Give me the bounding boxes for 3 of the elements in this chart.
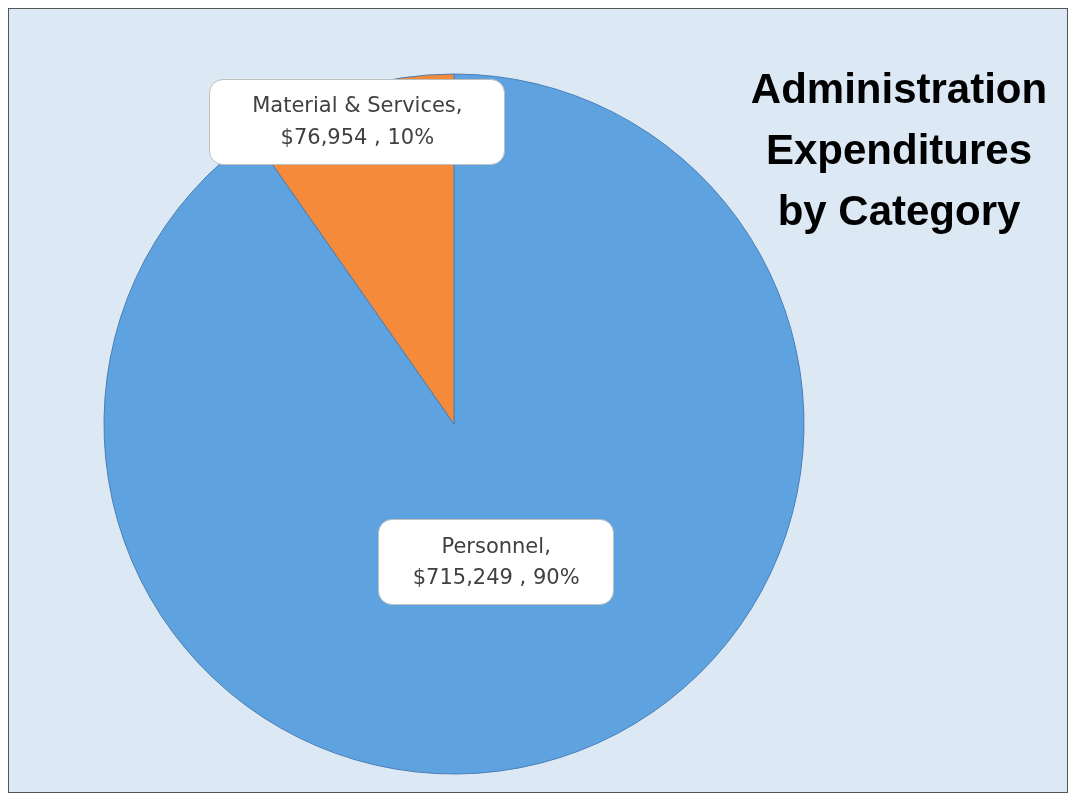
slice-label: Personnel [441,533,545,558]
text: Administration Expenditures by Category [749,64,1049,236]
slice-label: Material & Services [252,93,456,118]
